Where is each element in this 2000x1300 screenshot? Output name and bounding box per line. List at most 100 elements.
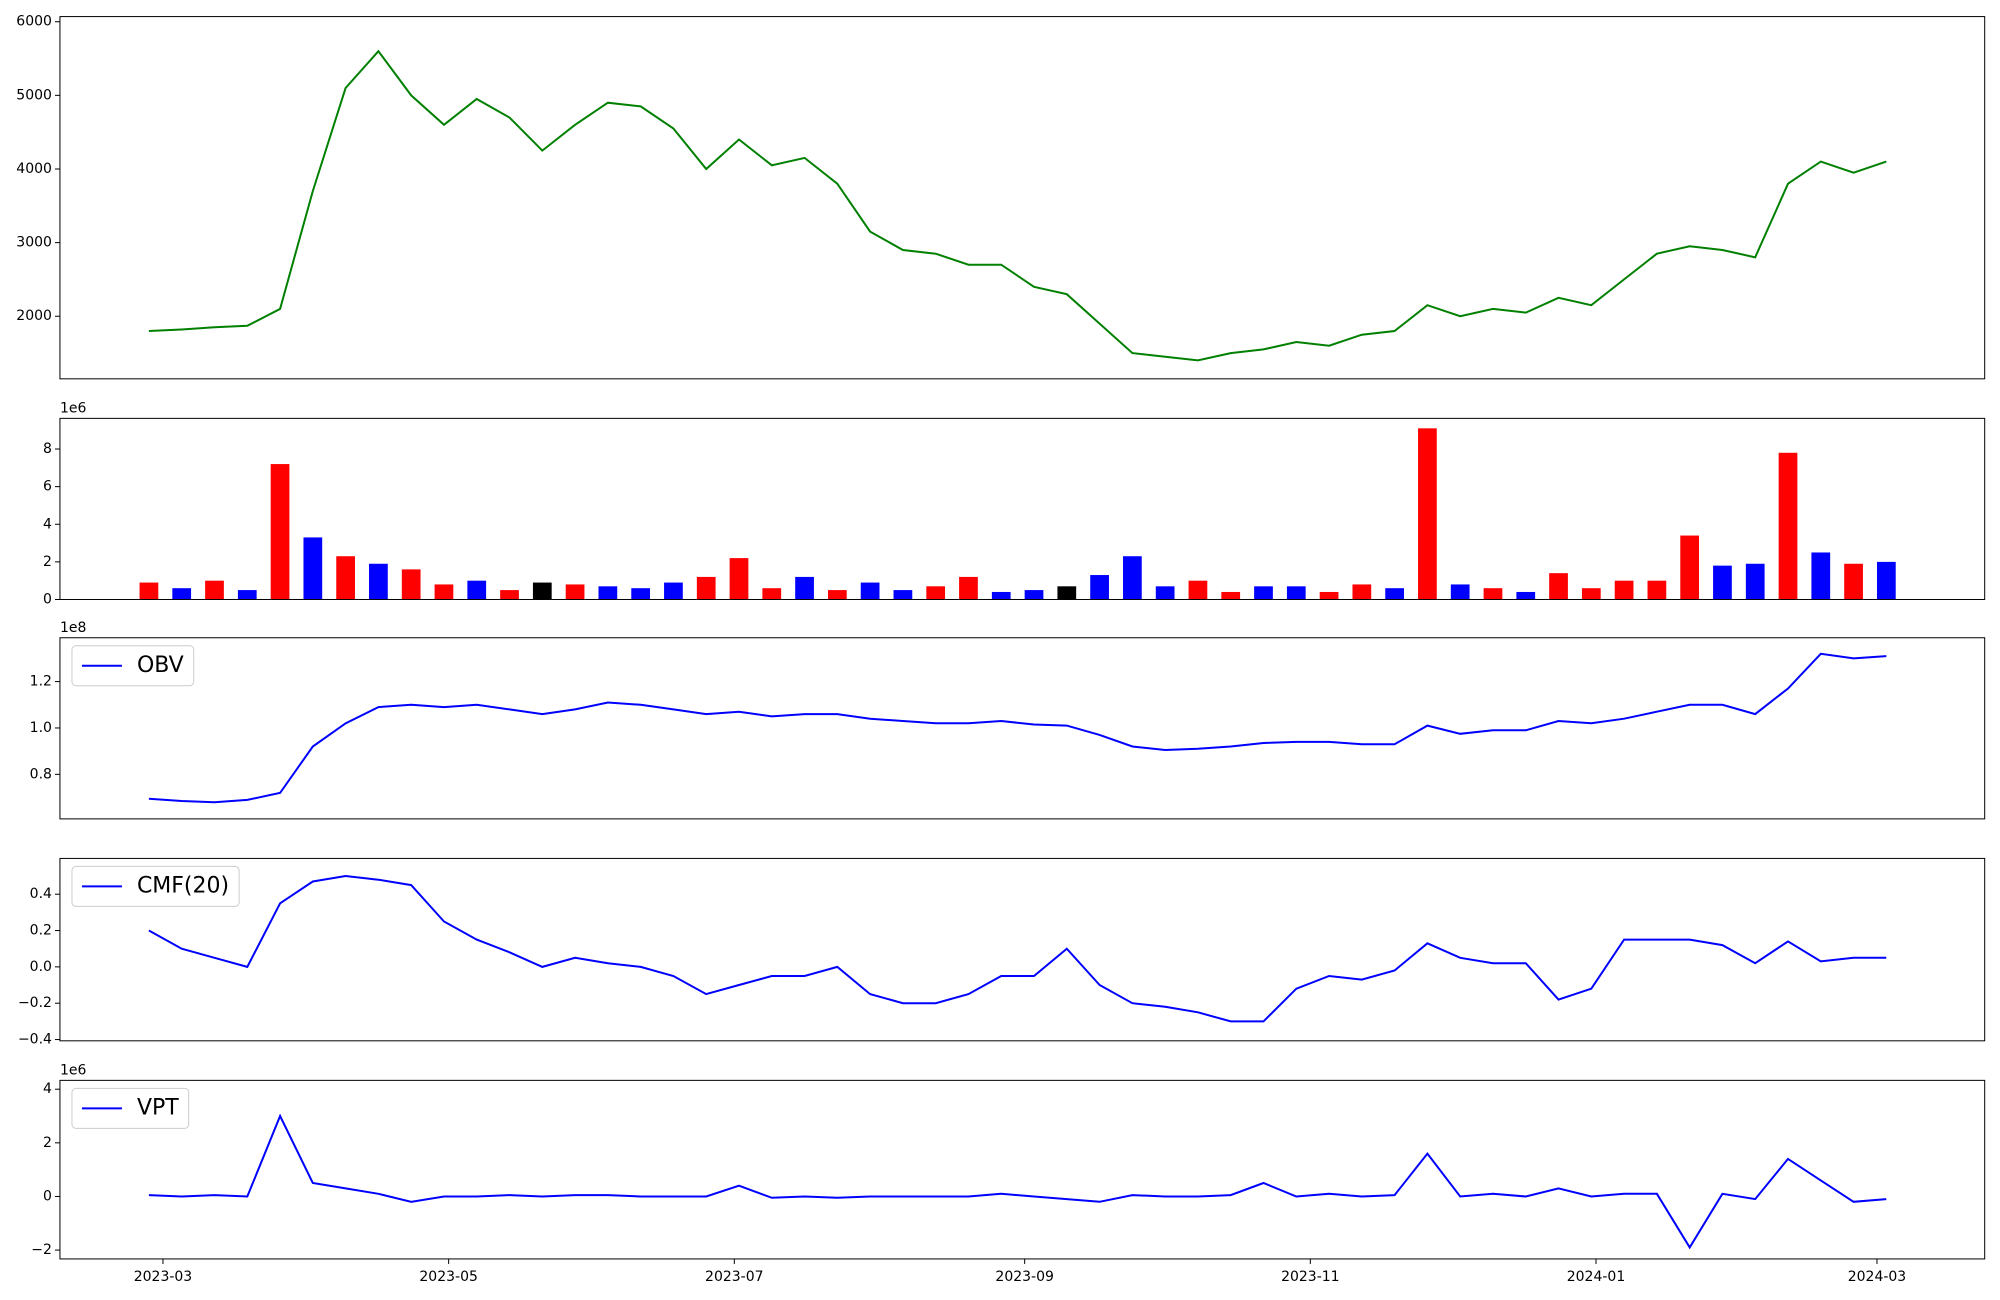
y-tick-label: 3000 bbox=[16, 235, 52, 251]
y-tick-label: 6000 bbox=[16, 14, 52, 30]
bar bbox=[1516, 591, 1536, 600]
bar bbox=[1090, 575, 1109, 600]
legend-label: CMF(20) bbox=[137, 873, 229, 898]
y-tick-label: 1.2 bbox=[30, 674, 52, 690]
bar bbox=[500, 590, 519, 600]
bar bbox=[1483, 588, 1503, 600]
y-offset-label: 1e8 bbox=[60, 620, 86, 636]
y-tick-label: 2000 bbox=[16, 308, 52, 324]
bar bbox=[1123, 556, 1142, 600]
bar bbox=[795, 576, 814, 600]
plot-frame bbox=[59, 857, 1986, 1042]
bar bbox=[1811, 552, 1831, 600]
bar bbox=[860, 582, 880, 600]
y-tick-label: −0.2 bbox=[18, 995, 52, 1011]
x-tick-label: 2024-03 bbox=[1848, 1269, 1907, 1285]
y-tick-label: 0 bbox=[43, 1188, 52, 1204]
bar bbox=[336, 556, 355, 600]
y-tick-label: 5000 bbox=[16, 87, 52, 103]
y-tick-label: −2 bbox=[31, 1242, 52, 1258]
x-tick-label: 2023-09 bbox=[995, 1269, 1054, 1285]
bar bbox=[762, 588, 782, 600]
legend-label: OBV bbox=[137, 653, 184, 678]
bar bbox=[1614, 580, 1634, 600]
bar bbox=[1057, 586, 1077, 600]
bar bbox=[1385, 588, 1404, 600]
y-tick-label: 0.8 bbox=[30, 766, 52, 782]
y-tick-label: 1.0 bbox=[30, 720, 52, 736]
bar bbox=[565, 584, 585, 600]
bar bbox=[1778, 452, 1798, 600]
bar bbox=[205, 580, 224, 600]
plot-frame bbox=[59, 417, 1986, 600]
y-tick-label: −0.4 bbox=[18, 1032, 52, 1048]
bar bbox=[237, 590, 257, 600]
bar bbox=[827, 590, 847, 600]
bar bbox=[1876, 561, 1896, 600]
bar bbox=[172, 588, 192, 600]
y-tick-label: 0.4 bbox=[30, 886, 52, 902]
bar bbox=[598, 586, 618, 600]
x-tick-label: 2023-11 bbox=[1281, 1269, 1340, 1285]
bar bbox=[532, 582, 552, 600]
bar bbox=[631, 588, 651, 600]
line-series bbox=[148, 49, 1887, 362]
bar bbox=[434, 584, 454, 600]
y-tick-label: 0.2 bbox=[30, 923, 52, 939]
bar bbox=[1680, 535, 1700, 600]
bar bbox=[664, 582, 683, 600]
bar bbox=[1647, 580, 1667, 600]
y-tick-label: 4 bbox=[43, 516, 52, 532]
bar bbox=[729, 558, 749, 600]
legend: VPT bbox=[71, 1087, 190, 1129]
bar bbox=[1745, 563, 1765, 600]
y-offset-label: 1e6 bbox=[60, 400, 87, 416]
bar bbox=[1286, 586, 1306, 600]
plot-frame bbox=[59, 637, 1986, 820]
bar bbox=[696, 576, 716, 600]
bar bbox=[1844, 563, 1863, 600]
bar bbox=[1024, 590, 1044, 600]
legend-box bbox=[71, 1087, 190, 1129]
bar bbox=[1581, 588, 1601, 600]
y-tick-label: 8 bbox=[43, 441, 52, 457]
line-series bbox=[148, 874, 1887, 1023]
bar bbox=[1254, 586, 1273, 600]
bar bbox=[991, 591, 1011, 600]
plot-frame bbox=[59, 1079, 1986, 1260]
bar bbox=[1418, 428, 1437, 600]
plot-frame bbox=[59, 16, 1986, 380]
bar bbox=[467, 580, 487, 600]
bar bbox=[303, 537, 323, 600]
bar bbox=[1450, 584, 1470, 600]
bar bbox=[1188, 580, 1208, 600]
x-tick-label: 2023-03 bbox=[134, 1269, 193, 1285]
bar bbox=[1319, 591, 1339, 600]
bar bbox=[926, 586, 946, 600]
y-offset-label: 1e6 bbox=[60, 1062, 87, 1078]
y-tick-label: 4 bbox=[43, 1081, 52, 1097]
bar bbox=[1221, 591, 1241, 600]
line-series bbox=[148, 1113, 1887, 1250]
bar bbox=[369, 563, 388, 600]
legend-label: VPT bbox=[137, 1095, 179, 1120]
bar bbox=[270, 464, 290, 600]
bar bbox=[1549, 573, 1568, 600]
x-tick-label: 2023-07 bbox=[705, 1269, 764, 1285]
legend: OBV bbox=[71, 645, 195, 687]
bar bbox=[893, 590, 913, 600]
x-tick-label: 2023-05 bbox=[419, 1269, 478, 1285]
bar bbox=[1155, 586, 1175, 600]
y-tick-label: 4000 bbox=[16, 161, 52, 177]
y-tick-label: 0.0 bbox=[30, 959, 52, 975]
bar bbox=[959, 576, 978, 600]
y-tick-label: 6 bbox=[43, 479, 52, 495]
y-tick-label: 2 bbox=[43, 1135, 52, 1151]
bar bbox=[139, 582, 159, 600]
legend-box bbox=[71, 865, 240, 907]
x-tick-label: 2024-01 bbox=[1567, 1269, 1626, 1285]
bar bbox=[1352, 584, 1372, 600]
line-series bbox=[148, 652, 1887, 804]
